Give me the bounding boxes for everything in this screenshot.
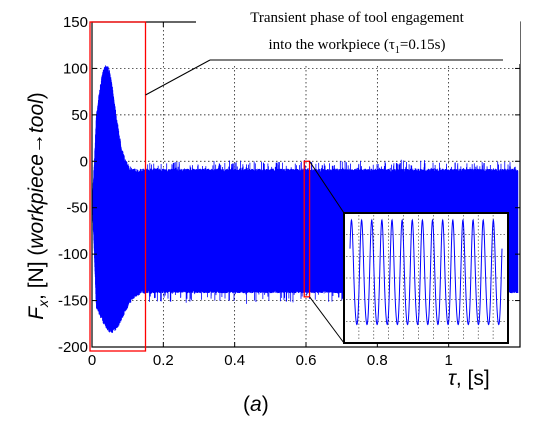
y-tick-label: -150	[58, 293, 88, 310]
x-tick-label: 0.8	[367, 352, 388, 369]
y-axis-label: Fx, [N] (workpiece→tool)	[25, 92, 51, 320]
figure-caption: (a)	[243, 393, 269, 416]
x-tick-label: 0	[88, 352, 96, 369]
annotation: Transient phase of tool engagement into …	[145, 6, 520, 96]
y-tick-label: 50	[71, 107, 88, 124]
force-series-line	[91, 65, 519, 333]
y-tick-label: 100	[63, 60, 88, 77]
y-tick-label: 0	[80, 153, 88, 170]
inset-connector-top	[309, 161, 345, 214]
x-tick-label: 0.6	[296, 352, 317, 369]
x-tick-label: 0.4	[224, 352, 245, 369]
transient-highlight-box	[89, 21, 147, 352]
y-tick-label: -50	[66, 200, 88, 217]
annotation-line-1: Transient phase of tool engagement	[250, 10, 464, 26]
zoom-inset	[309, 161, 509, 344]
y-tick-label: -200	[58, 339, 88, 356]
zoom-source-box	[303, 160, 311, 298]
highlight-boxes	[89, 21, 311, 352]
y-tick-label: 150	[63, 14, 88, 31]
x-tick-label: 0.2	[153, 352, 174, 369]
annotation-background	[196, 6, 520, 64]
inset-connector-bottom	[309, 296, 345, 344]
annotation-line-2: into the workpiece (τ1=0.15s)	[269, 37, 446, 56]
x-axis-label: τ, [s]	[448, 367, 490, 390]
annotation-leader-line	[145, 59, 211, 96]
signal-trace	[91, 65, 519, 333]
x-tick-label: 1	[444, 352, 452, 369]
y-tick-label: -100	[58, 246, 88, 263]
axis-ticks: 0 0.2 0.4 0.6 0.8 1 -200 -150 -100 -50 0 50 100 150	[58, 14, 520, 369]
inset-series-line	[349, 218, 503, 326]
